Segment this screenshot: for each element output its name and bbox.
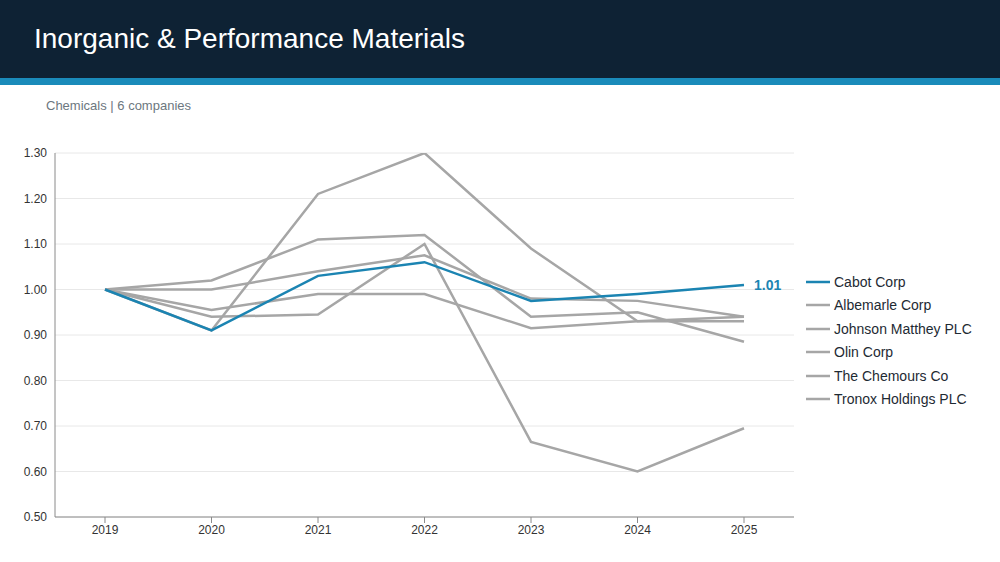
svg-text:2022: 2022 xyxy=(411,523,438,537)
svg-text:0.50: 0.50 xyxy=(24,510,48,524)
svg-text:2024: 2024 xyxy=(624,523,651,537)
svg-text:0.80: 0.80 xyxy=(24,374,48,388)
svg-text:2019: 2019 xyxy=(92,523,119,537)
html-text:Olin Corp: Olin Corp xyxy=(834,344,894,361)
svg-text:1.20: 1.20 xyxy=(24,192,48,206)
svg-text:2025: 2025 xyxy=(731,523,758,537)
html-text:Albemarle Corp: Albemarle Corp xyxy=(834,297,932,314)
svg-text:2023: 2023 xyxy=(518,523,545,537)
html-text:Chemicals | 6 companies: Chemicals | 6 companies xyxy=(46,98,191,113)
svg-text:0.70: 0.70 xyxy=(24,419,48,433)
html-text:The Chemours Co: The Chemours Co xyxy=(834,367,949,384)
html-text:Johnson Matthey PLC: Johnson Matthey PLC xyxy=(834,320,972,337)
svg-text:0.90: 0.90 xyxy=(24,328,48,342)
svg-text:1.30: 1.30 xyxy=(24,146,48,160)
svg-text:1.10: 1.10 xyxy=(24,237,48,251)
svg-text:2021: 2021 xyxy=(305,523,332,537)
svg-text:2020: 2020 xyxy=(198,523,225,537)
svg-text:0.60: 0.60 xyxy=(24,465,48,479)
html-text:Inorganic & Performance Materi: Inorganic & Performance Materials xyxy=(34,23,466,54)
svg-text:1.00: 1.00 xyxy=(24,283,48,297)
html-text:Tronox Holdings PLC: Tronox Holdings PLC xyxy=(834,391,967,408)
html-text:Cabot Corp: Cabot Corp xyxy=(834,273,906,290)
svg-text:1.01: 1.01 xyxy=(754,277,781,293)
